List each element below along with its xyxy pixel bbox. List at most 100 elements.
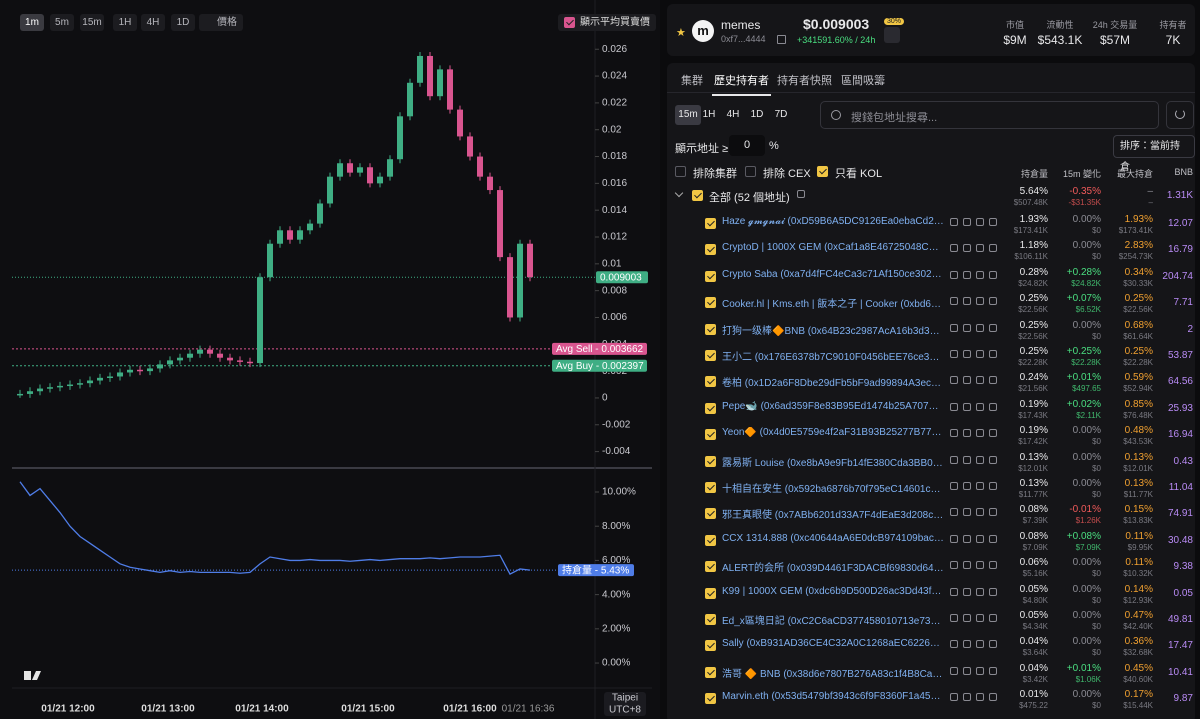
row-icon[interactable] (976, 614, 984, 622)
favorite-star[interactable]: ★ (676, 27, 686, 39)
row-icon[interactable] (950, 376, 958, 385)
holder-name[interactable]: Cooker.hl | Kms.eth | 飯本之子 | Cooker (0xb… (722, 299, 944, 311)
filter-checkbox[interactable] (745, 166, 756, 177)
row-icon[interactable] (963, 297, 971, 306)
row-icon[interactable] (963, 218, 971, 226)
holder-name[interactable]: Haze 𝓰𝓶𝓰𝓷𝓪𝓲 (0xD59B6A5DC9126Ea0ebaCd2D8.… (722, 216, 944, 227)
row-checkbox[interactable] (705, 376, 716, 388)
row-checkbox[interactable] (705, 508, 716, 520)
filter-checkbox[interactable] (817, 166, 828, 177)
row-checkbox[interactable] (705, 323, 716, 335)
row-icon[interactable] (976, 508, 984, 517)
row-icon[interactable] (963, 350, 971, 358)
row-icon[interactable] (989, 666, 997, 675)
row-checkbox[interactable] (705, 482, 716, 493)
tab[interactable]: 持有者快照 (777, 75, 832, 87)
holder-name[interactable]: Pepe🐋 (0x6ad359F8e83B95Ed1474b25A7075c18… (722, 400, 944, 412)
row-checkbox[interactable] (705, 218, 716, 229)
row-icon[interactable] (989, 693, 997, 702)
row-icon[interactable] (989, 561, 997, 570)
holder-name[interactable]: Crypto Saba (0xa7d4fFC4eCa3c71Af150ce302… (722, 268, 944, 280)
holder-name[interactable]: ALERT的会所 (0x039D4461F3DACBf69830d64FE... (722, 563, 944, 575)
range-button[interactable]: 1D (750, 109, 764, 120)
interval-button[interactable]: 1H (113, 14, 137, 31)
copy-address[interactable] (777, 35, 786, 44)
row-icon[interactable] (963, 640, 971, 649)
row-icon[interactable] (976, 587, 984, 596)
holder-name[interactable]: 打狗一级棒🔶BNB (0x64B23c2987AcA16b3d3C55a... (722, 325, 944, 337)
holder-name[interactable]: CCX 1314.888 (0xc40644aA6E0dcB974109baca… (722, 532, 944, 544)
holder-name[interactable]: Ed_x區塊日記 (0xC2C6aCD377458010713e733e1b..… (722, 616, 944, 627)
row-icon[interactable] (950, 534, 958, 543)
row-icon[interactable] (963, 666, 971, 675)
row-checkbox[interactable] (705, 693, 716, 705)
row-icon[interactable] (950, 693, 958, 702)
row-icon[interactable] (950, 297, 958, 306)
copy-icon[interactable] (797, 190, 805, 198)
share-button[interactable] (884, 27, 900, 43)
row-checkbox[interactable] (705, 587, 716, 599)
range-button[interactable]: 15m (675, 105, 701, 125)
row-icon[interactable] (989, 482, 997, 490)
row-icon[interactable] (976, 640, 984, 649)
holder-name[interactable]: 王小二 (0x176E6378b7C9010F0456bEE76ce3039..… (722, 352, 944, 363)
row-icon[interactable] (963, 508, 971, 517)
row-icon[interactable] (976, 693, 984, 702)
row-icon[interactable] (963, 323, 971, 332)
row-icon[interactable] (976, 429, 984, 438)
holder-name[interactable]: Marvin.eth (0x53d5479bf3943c6f9F8360F1a4… (722, 691, 944, 703)
row-icon[interactable] (976, 297, 984, 306)
row-icon[interactable] (963, 429, 971, 438)
row-checkbox[interactable] (705, 534, 716, 546)
row-icon[interactable] (950, 455, 958, 464)
row-icon[interactable] (963, 270, 971, 279)
row-checkbox[interactable] (705, 402, 716, 414)
row-icon[interactable] (963, 376, 971, 385)
price-toggle[interactable]: 價格 (199, 14, 243, 31)
row-icon[interactable] (950, 640, 958, 649)
row-icon[interactable] (976, 666, 984, 675)
row-icon[interactable] (950, 587, 958, 596)
holder-name[interactable]: 十相自在安生 (0x592ba6876b70f795eC14601c69a... (722, 484, 944, 495)
row-icon[interactable] (976, 218, 984, 226)
row-icon[interactable] (976, 482, 984, 490)
holder-name[interactable]: 浩哥 🔶 BNB (0x38d6e7807B276A83c1f4B8Ca562.… (722, 668, 944, 680)
search-box[interactable]: 搜錢包地址搜尋... (820, 101, 1159, 129)
holder-name[interactable]: K99 | 1000X GEM (0xdc6b9D500D26ac3Dd43f7… (722, 585, 944, 597)
row-icon[interactable] (989, 429, 997, 438)
row-icon[interactable] (950, 350, 958, 358)
row-checkbox[interactable] (705, 666, 716, 678)
row-icon[interactable] (989, 614, 997, 622)
avg-checkbox[interactable] (564, 17, 575, 28)
row-checkbox[interactable] (705, 429, 716, 441)
row-icon[interactable] (950, 218, 958, 226)
total-checkbox[interactable] (692, 190, 703, 201)
row-icon[interactable] (950, 270, 958, 279)
holder-name[interactable]: CryptoD | 1000X GEM (0xCaf1a8E46725048C4… (722, 242, 944, 254)
row-icon[interactable] (989, 218, 997, 226)
row-icon[interactable] (976, 561, 984, 570)
row-icon[interactable] (976, 270, 984, 279)
row-icon[interactable] (963, 614, 971, 622)
row-checkbox[interactable] (705, 640, 716, 652)
row-checkbox[interactable] (705, 561, 716, 573)
row-icon[interactable] (963, 587, 971, 596)
row-icon[interactable] (950, 244, 958, 253)
row-icon[interactable] (950, 429, 958, 438)
row-icon[interactable] (963, 455, 971, 464)
row-icon[interactable] (950, 561, 958, 570)
row-icon[interactable] (963, 693, 971, 702)
row-icon[interactable] (989, 244, 997, 253)
row-checkbox[interactable] (705, 270, 716, 282)
tab[interactable]: 集群 (681, 75, 703, 87)
filter-checkbox[interactable] (675, 166, 686, 177)
row-icon[interactable] (963, 482, 971, 490)
row-icon[interactable] (950, 323, 958, 332)
timezone-box[interactable] (604, 692, 646, 716)
holder-name[interactable]: 卷柏 (0x1D2a6F8Dbe29dFb5bF9ad99894A3ecFC..… (722, 378, 944, 390)
row-icon[interactable] (989, 270, 997, 279)
row-icon[interactable] (976, 534, 984, 543)
row-icon[interactable] (989, 587, 997, 596)
row-icon[interactable] (989, 297, 997, 306)
holder-name[interactable]: 露易斯 Louise (0xe8bA9e9Fb14fE380Cda3BB098.… (722, 457, 944, 469)
